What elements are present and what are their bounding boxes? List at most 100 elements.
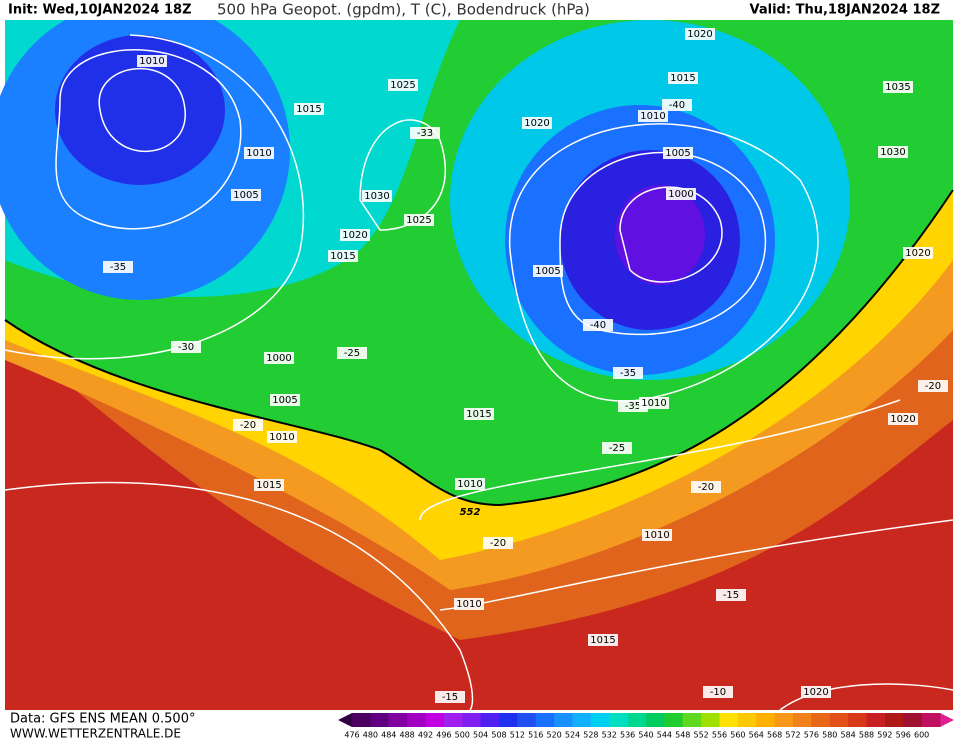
colorbar-swatch [535, 713, 555, 727]
label-box [435, 691, 465, 703]
label-box [270, 394, 300, 406]
colorbar-label: 548 [675, 731, 690, 740]
contour-label: 1020 [905, 248, 930, 259]
colorbar-label: 544 [657, 731, 672, 740]
label-box [137, 55, 167, 67]
label-box [533, 265, 563, 277]
contour-label: -40 [669, 100, 685, 111]
contour-label: 1010 [246, 148, 271, 159]
label-box [685, 28, 715, 40]
contour-label: 1010 [139, 56, 164, 67]
contour-label: 1015 [296, 104, 321, 115]
colorbar-label: 488 [399, 731, 414, 740]
colorbar-label: 568 [767, 731, 782, 740]
map: 1010 1015 1010 1005 -35 -30 1000 -25 1005 -20 1010… [0, 0, 954, 711]
label-box [703, 686, 733, 698]
label-box [410, 127, 440, 139]
contour-label: -20 [925, 381, 941, 392]
colorbar-swatch [352, 713, 371, 727]
colorbar-label: 572 [785, 731, 800, 740]
colorbar-label: 560 [730, 731, 745, 740]
label-box [244, 147, 274, 159]
label-box [328, 250, 358, 262]
colorbar-label: 600 [914, 731, 929, 740]
label-box [267, 431, 297, 443]
contour-label: -10 [710, 687, 726, 698]
colorbar-swatch [866, 713, 886, 727]
contour-label: -35 [110, 262, 126, 273]
contour-label: -20 [490, 538, 506, 549]
label-box [642, 529, 672, 541]
init-text: Init: Wed,10JAN2024 18Z [8, 3, 192, 18]
colorbar-swatch [756, 713, 776, 727]
colorbar-arrow [338, 713, 352, 727]
label-box [171, 341, 201, 353]
label-box [231, 189, 261, 201]
colorbar-swatch [443, 713, 463, 727]
contour-label: -15 [723, 590, 739, 601]
colorbar-label: 584 [840, 731, 855, 740]
label-box [878, 146, 908, 158]
colorbar-swatch [499, 713, 518, 727]
colorbar-swatch [572, 713, 592, 727]
contour-label: 1015 [330, 251, 355, 262]
contour-label: 1005 [233, 190, 258, 201]
field [55, 35, 225, 185]
colorbar-swatch [811, 713, 831, 727]
label-box [602, 442, 632, 454]
colorbar-label: 520 [546, 731, 561, 740]
label-box [233, 419, 263, 431]
colorbar-swatch [884, 713, 904, 727]
footer-data: Data: GFS ENS MEAN 0.500° [10, 712, 195, 727]
colorbar-label: 496 [436, 731, 451, 740]
colorbar-arrow [940, 713, 954, 727]
colorbar-swatch [462, 713, 482, 727]
contour-label: 1005 [665, 148, 690, 159]
label-box [483, 537, 513, 549]
label-box [454, 598, 484, 610]
label-box [254, 479, 284, 491]
label-box [294, 103, 324, 115]
colorbar-swatch [646, 713, 665, 727]
contour-label: -25 [609, 443, 625, 454]
header-bar [0, 0, 959, 20]
contour-label: 1025 [406, 215, 431, 226]
contour-label: 1010 [644, 530, 669, 541]
colorbar-label: 564 [749, 731, 764, 740]
contour-label: 1005 [272, 395, 297, 406]
footer-site: WWW.WETTERZENTRALE.DE [10, 727, 181, 741]
colorbar-label: 524 [565, 731, 580, 740]
label-box [801, 686, 831, 698]
label-box [662, 99, 692, 111]
colorbar-label: 512 [510, 731, 525, 740]
colorbar-swatch [848, 713, 867, 727]
label-box [691, 481, 721, 493]
colorbar-swatch [682, 713, 702, 727]
colorbar-swatch [903, 713, 923, 727]
colorbar-label: 592 [877, 731, 892, 740]
contour-label: 1010 [640, 111, 665, 122]
colorbar-label: 532 [602, 731, 617, 740]
contour-label: 1010 [456, 599, 481, 610]
colorbar-label: 576 [804, 731, 819, 740]
label-box [455, 478, 485, 490]
contour-label: 1010 [269, 432, 294, 443]
label-box [264, 352, 294, 364]
label-box [716, 589, 746, 601]
colorbar: 476 480 484 488 492 496 500 504 508 512 516 520 524 5… [338, 713, 954, 740]
colorbar-label: 484 [381, 731, 396, 740]
colorbar-swatch [701, 713, 720, 727]
contour-label: -25 [344, 348, 360, 359]
valid-text: Valid: Thu,18JAN2024 18Z [750, 3, 940, 18]
contour-label: -35 [625, 401, 641, 412]
label-box [522, 117, 552, 129]
contour-label: -35 [620, 368, 636, 379]
colorbar-label: 556 [712, 731, 727, 740]
contour-label: 1020 [524, 118, 549, 129]
label-box [666, 188, 696, 200]
colorbar-swatch [921, 713, 941, 727]
colorbar-label: 540 [638, 731, 653, 740]
colorbar-swatch [590, 713, 610, 727]
contour-label: -40 [590, 320, 606, 331]
label-box [639, 397, 669, 409]
